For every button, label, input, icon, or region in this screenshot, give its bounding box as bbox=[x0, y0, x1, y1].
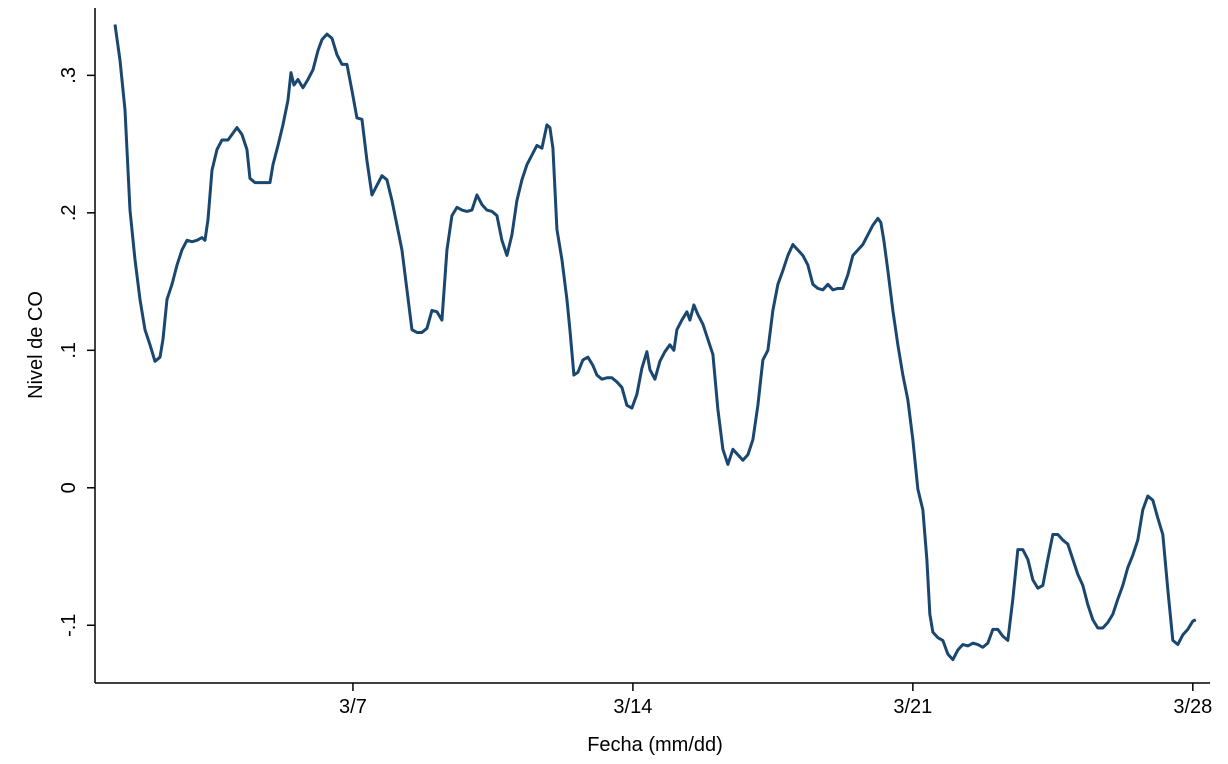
x-tick-label: 3/7 bbox=[339, 696, 367, 718]
y-tick-label: .2 bbox=[58, 204, 80, 221]
x-axis-title: Fecha (mm/dd) bbox=[587, 734, 723, 756]
x-tick-label: 3/28 bbox=[1173, 696, 1212, 718]
x-tick-label: 3/21 bbox=[893, 696, 932, 718]
y-tick-label: -.1 bbox=[58, 614, 80, 637]
y-tick-label: .1 bbox=[58, 342, 80, 359]
y-tick-label: .3 bbox=[58, 67, 80, 84]
x-tick-label: 3/14 bbox=[613, 696, 652, 718]
data-line bbox=[113, 24, 1197, 662]
y-axis-title: Nivel de CO bbox=[25, 291, 47, 399]
y-tick-label: 0 bbox=[58, 482, 80, 493]
